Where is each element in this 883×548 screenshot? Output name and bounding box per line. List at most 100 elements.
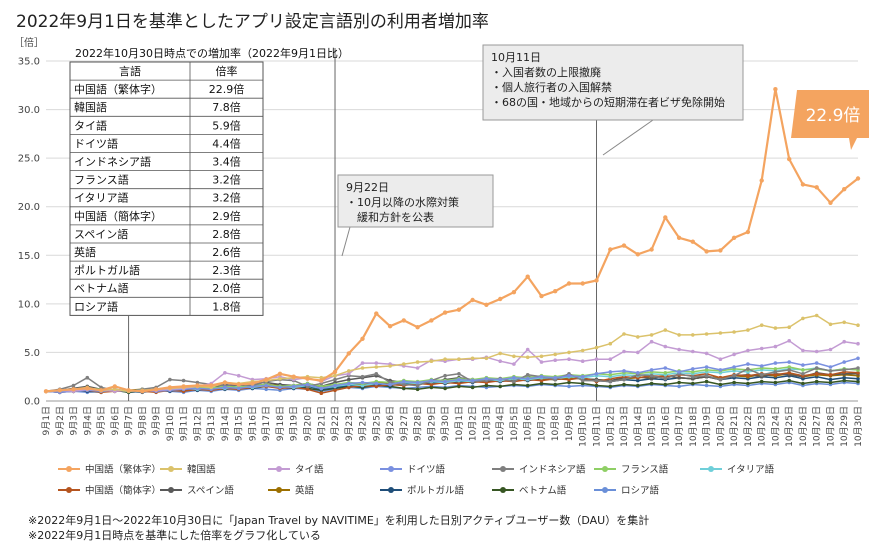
- data-point: [690, 239, 695, 244]
- legend-item: フランス語: [594, 464, 669, 476]
- data-point: [387, 324, 393, 329]
- x-tick-label: 9月22日: [330, 406, 341, 441]
- x-tick-label: 10月10日: [578, 406, 589, 447]
- legend-item: ベトナム語: [492, 485, 567, 497]
- data-point: [553, 352, 557, 357]
- data-point: [787, 365, 791, 369]
- data-point: [608, 379, 613, 384]
- data-point: [347, 377, 351, 382]
- table-cell-language: 韓国語: [74, 100, 107, 114]
- data-point: [732, 330, 736, 334]
- data-point: [470, 297, 475, 303]
- data-point: [856, 379, 860, 384]
- legend-swatch-dot: [66, 466, 72, 472]
- data-point: [140, 389, 145, 394]
- table-cell-rate: 2.9倍: [212, 209, 241, 223]
- data-point: [347, 369, 351, 373]
- data-point: [759, 373, 764, 377]
- data-point: [622, 332, 626, 336]
- x-tick-label: 9月23日: [344, 406, 355, 441]
- data-point: [759, 178, 764, 183]
- data-point: [181, 378, 186, 383]
- data-point: [580, 359, 585, 364]
- data-point: [814, 361, 819, 365]
- data-point: [71, 383, 76, 388]
- data-point: [718, 248, 723, 253]
- x-tick-label: 10月20日: [715, 406, 726, 447]
- data-point: [512, 354, 516, 359]
- data-point: [498, 377, 503, 382]
- data-point: [333, 383, 337, 388]
- x-tick-label: 9月8日: [137, 406, 148, 435]
- data-point: [773, 373, 778, 377]
- data-point: [746, 348, 750, 353]
- data-point: [855, 176, 861, 181]
- x-tick-label: 10月6日: [523, 406, 534, 441]
- annotation-box: 9月22日・10月以降の水際対策 緩和方針を公表: [337, 174, 494, 257]
- data-point: [649, 381, 654, 386]
- data-point: [828, 365, 833, 369]
- data-point: [800, 182, 806, 187]
- data-point: [746, 362, 750, 366]
- data-point: [347, 385, 351, 390]
- data-point: [347, 372, 351, 376]
- x-tick-label: 10月17日: [674, 406, 685, 447]
- annotation-line: ・個人旅行者の入国解禁: [491, 80, 612, 94]
- data-point: [498, 384, 503, 389]
- x-tick-label: 9月14日: [220, 406, 231, 441]
- x-tick-label: 9月15日: [234, 406, 245, 441]
- data-point: [374, 384, 379, 389]
- data-point: [608, 370, 613, 374]
- data-point: [704, 383, 709, 388]
- data-point: [691, 370, 695, 374]
- data-point: [649, 373, 654, 378]
- data-point: [842, 375, 846, 380]
- legend-label: ロシア語: [621, 485, 660, 497]
- table-cell-rate: 2.8倍: [212, 227, 241, 241]
- data-point: [636, 383, 640, 388]
- x-tick-label: 9月24日: [358, 406, 369, 441]
- x-tick-label: 10月30日: [853, 406, 864, 447]
- data-point: [567, 373, 571, 378]
- data-point: [759, 379, 764, 384]
- data-point: [663, 328, 668, 332]
- data-point: [374, 311, 379, 316]
- table-cell-rate: 3.4倍: [212, 155, 241, 169]
- data-point: [676, 235, 682, 240]
- series-lines: [43, 87, 861, 396]
- data-point: [415, 383, 420, 388]
- x-tick-label: 10月13日: [619, 406, 630, 447]
- data-point: [442, 310, 448, 315]
- data-point: [553, 382, 557, 387]
- data-point: [842, 187, 847, 192]
- legend-item: ポルトガル語: [380, 485, 465, 497]
- data-point: [856, 323, 860, 328]
- data-point: [360, 374, 365, 379]
- legend-item: 韓国語: [160, 464, 216, 476]
- data-point: [512, 382, 516, 387]
- legend-swatch-dot: [500, 466, 506, 472]
- data-point: [85, 375, 90, 380]
- data-point: [759, 346, 764, 351]
- data-point: [374, 372, 379, 376]
- data-point: [718, 377, 723, 382]
- x-tick-label: 9月7日: [124, 406, 135, 435]
- x-tick-label: 10月4日: [495, 406, 506, 441]
- data-point: [277, 371, 283, 376]
- data-point: [443, 379, 447, 384]
- data-point: [677, 333, 681, 337]
- table-cell-language: スペイン語: [74, 227, 128, 241]
- data-point: [594, 383, 599, 388]
- data-point: [553, 358, 557, 363]
- data-point: [704, 332, 709, 336]
- legend-item: 中国語（簡体字）: [58, 485, 161, 497]
- data-point: [814, 372, 819, 376]
- x-tick-label: 10月15日: [647, 406, 658, 447]
- data-point: [732, 352, 736, 357]
- x-tick-label: 10月22日: [743, 406, 754, 447]
- data-point: [153, 387, 159, 392]
- x-tick-label: 10月26日: [798, 406, 809, 447]
- data-point: [429, 378, 434, 383]
- table-cell-rate: 22.9倍: [209, 82, 245, 96]
- data-point: [691, 349, 695, 354]
